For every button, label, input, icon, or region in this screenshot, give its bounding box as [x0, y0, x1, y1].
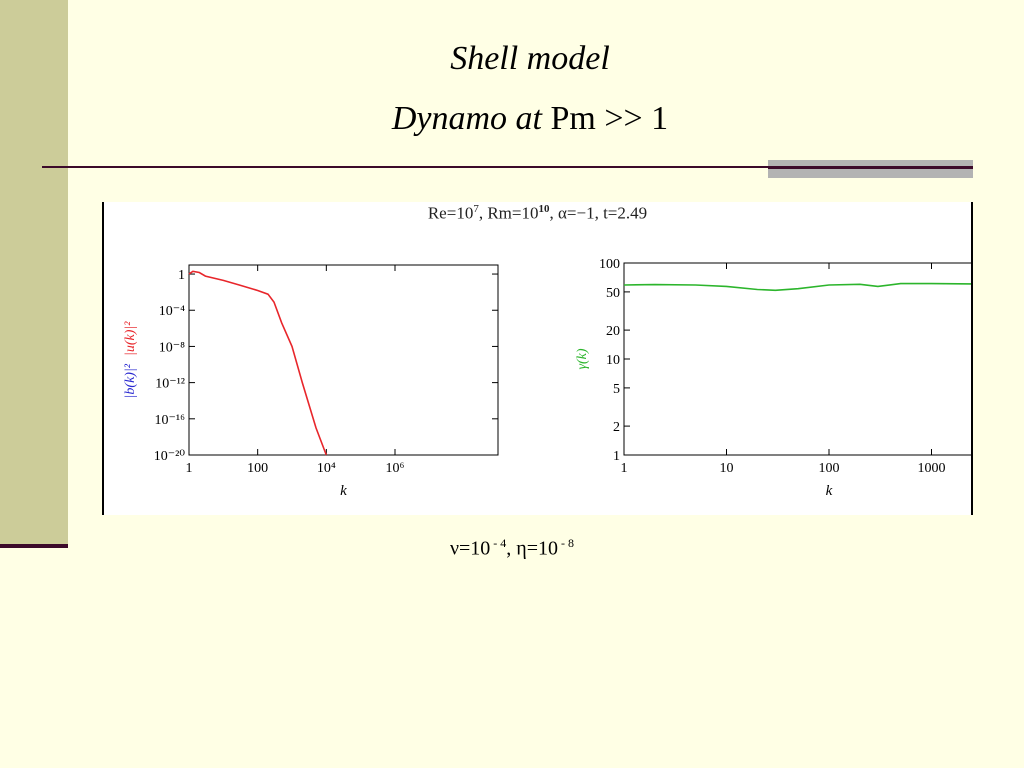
title-rule — [42, 166, 972, 168]
header-rest: , α=−1, t=2.49 — [549, 203, 648, 223]
y-tick-label: 10⁻¹² — [155, 377, 185, 392]
x-tick-label: 1000 — [918, 461, 946, 476]
y-axis-label: |b(k)|²|u(k)|² — [123, 321, 138, 399]
growth-rate-chart: 110100100010⁴125102050100kγ(k) — [575, 257, 972, 499]
subtitle-italic: Dynamo at — [391, 100, 542, 137]
plot-frame — [188, 264, 499, 456]
sidebar-rule — [0, 544, 68, 548]
series-line — [188, 270, 328, 456]
x-tick-label: 100 — [247, 461, 268, 476]
title-accent-bar — [768, 160, 973, 178]
y-tick-label: 10⁻¹⁶ — [155, 413, 186, 428]
series-line — [623, 282, 972, 292]
y-tick-label: 50 — [606, 286, 620, 301]
y-tick-label: 1 — [178, 268, 185, 283]
x-tick-label: 10⁴ — [317, 461, 336, 476]
slide-title: Shell model — [450, 40, 610, 77]
y-tick-label: 5 — [613, 382, 620, 397]
y-tick-label: 100 — [599, 257, 620, 272]
eta-base: η=10 — [516, 537, 559, 560]
y-axis-label: γ(k) — [575, 348, 590, 369]
plot-frame — [623, 262, 972, 456]
nu-exp: - 4 — [490, 536, 507, 550]
x-tick-label: 10 — [720, 461, 734, 476]
x-tick-label: 1 — [186, 461, 193, 476]
y-tick-label: 10 — [606, 353, 620, 368]
figure-header: Re=107, Rm=1010, α=−1, t=2.49 — [102, 203, 973, 224]
y-tick-label: 1 — [613, 449, 620, 464]
y-tick-label: 10⁻⁴ — [159, 304, 185, 319]
rm-exp: 10 — [538, 203, 550, 215]
y-tick-label: 2 — [613, 420, 620, 435]
y-tick-label: 20 — [606, 324, 620, 339]
slide-subtitle: Dynamo at Pm >> 1 — [0, 100, 1024, 138]
y-tick-label: 10⁻⁸ — [159, 340, 185, 355]
x-axis-label: k — [340, 483, 347, 499]
re-base: Re=10 — [427, 203, 474, 223]
spectrum-chart: 1 100 10⁴ 10⁶ 1 10⁻⁴ 10⁻⁸ 10⁻¹² 10⁻¹⁶ 10⁻²⁰ k |b(k)… — [123, 264, 499, 499]
figure-panel: Re=107, Rm=1010, α=−1, t=2.49 1 100 10⁴ 10⁶… — [102, 202, 973, 515]
x-axis-label: k — [826, 483, 833, 499]
eta-exp: - 8 — [558, 536, 575, 550]
parameter-caption: ν=10 - 4, η=10 - 8 — [0, 536, 1024, 561]
nu-base: ν=10 — [449, 537, 491, 560]
caption-sep: , — [506, 537, 517, 560]
subtitle-rest: Pm >> 1 — [550, 100, 669, 137]
x-tick-label: 1 — [621, 461, 628, 476]
re-exp: 7 — [473, 203, 479, 215]
x-tick-label: 100 — [819, 461, 840, 476]
rm-base: , Rm=10 — [478, 203, 539, 223]
y-tick-label: 10⁻²⁰ — [154, 449, 186, 464]
x-tick-label: 10⁶ — [386, 461, 405, 476]
sidebar-stripe — [0, 0, 68, 548]
